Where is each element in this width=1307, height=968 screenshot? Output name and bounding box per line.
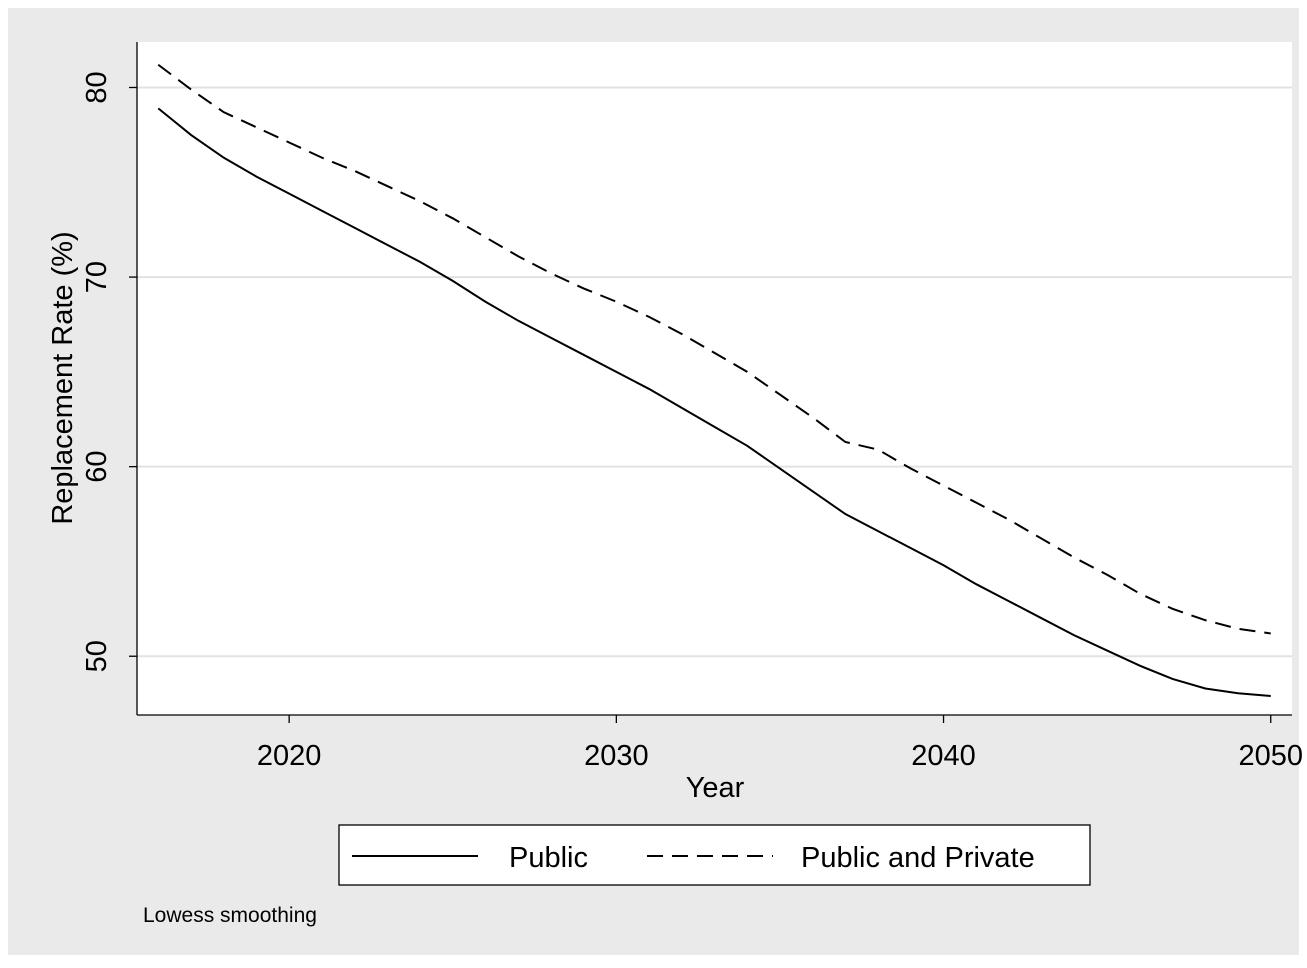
- y-tick-label: 70: [81, 261, 113, 293]
- legend-label: Public: [509, 842, 588, 874]
- x-tick-label: 2030: [584, 740, 649, 772]
- legend-label: Public and Private: [801, 842, 1035, 874]
- note: Lowess smoothing: [143, 904, 317, 927]
- y-tick-label: 50: [81, 640, 113, 672]
- x-tick-label: 2020: [257, 740, 322, 772]
- x-tick-label: 2040: [911, 740, 976, 772]
- line-series: [157, 63, 1271, 635]
- plot-area: [137, 42, 1292, 715]
- x-tick-label: 2050: [1238, 740, 1303, 772]
- x-axis-title: Year: [686, 772, 745, 804]
- y-tick-label: 80: [81, 71, 113, 103]
- y-axis-title: Replacement Rate (%): [47, 231, 79, 524]
- y-tick-label: 60: [81, 451, 113, 483]
- line-series: [157, 107, 1271, 698]
